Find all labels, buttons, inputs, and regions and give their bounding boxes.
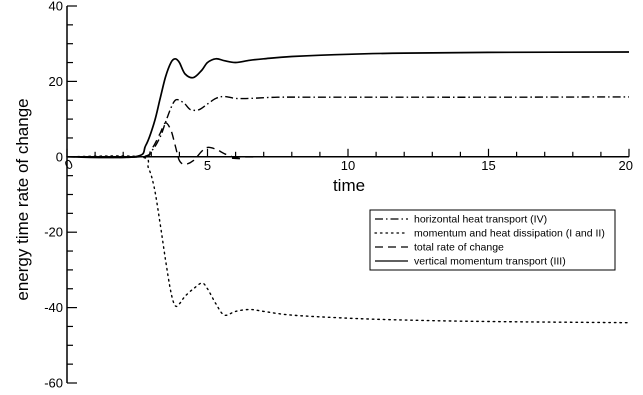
- x-tick-label: 10: [341, 158, 355, 173]
- y-ticks: 40 20 0 -20 -40 -60: [44, 0, 77, 391]
- y-tick-label: -60: [44, 376, 63, 391]
- y-tick-label: 0: [56, 149, 63, 164]
- legend-box: [369, 209, 616, 271]
- legend-items: horizontal heat transport (IV) momentum a…: [374, 214, 605, 268]
- legend-label-2: momentum and heat dissipation (I and II): [414, 228, 605, 240]
- legend-label-1: horizontal heat transport (IV): [414, 214, 547, 226]
- legend-label-4: vertical momentum transport (III): [414, 256, 566, 268]
- series-line-4: [66, 51, 630, 159]
- plot-lines: [66, 51, 630, 324]
- x-tick-label: 20: [619, 158, 633, 173]
- series-line-3: [66, 122, 630, 166]
- y-tick-label: -40: [44, 300, 63, 315]
- y-axis-title: energy time rate of change: [13, 98, 32, 300]
- x-tick-label: 15: [481, 158, 495, 173]
- y-tick-label: -20: [44, 225, 63, 240]
- x-tick-label: 5: [204, 158, 211, 173]
- x-axis-title: time: [333, 176, 365, 195]
- legend: horizontal heat transport (IV) momentum a…: [369, 209, 616, 271]
- series-line-1: [66, 95, 630, 158]
- y-tick-label: 40: [49, 0, 63, 14]
- x-ticks: 0 5 10 15 20: [62, 148, 633, 173]
- legend-label-3: total rate of change: [414, 242, 504, 254]
- x-tick-label: 0: [62, 156, 75, 173]
- y-tick-label: 20: [49, 74, 63, 89]
